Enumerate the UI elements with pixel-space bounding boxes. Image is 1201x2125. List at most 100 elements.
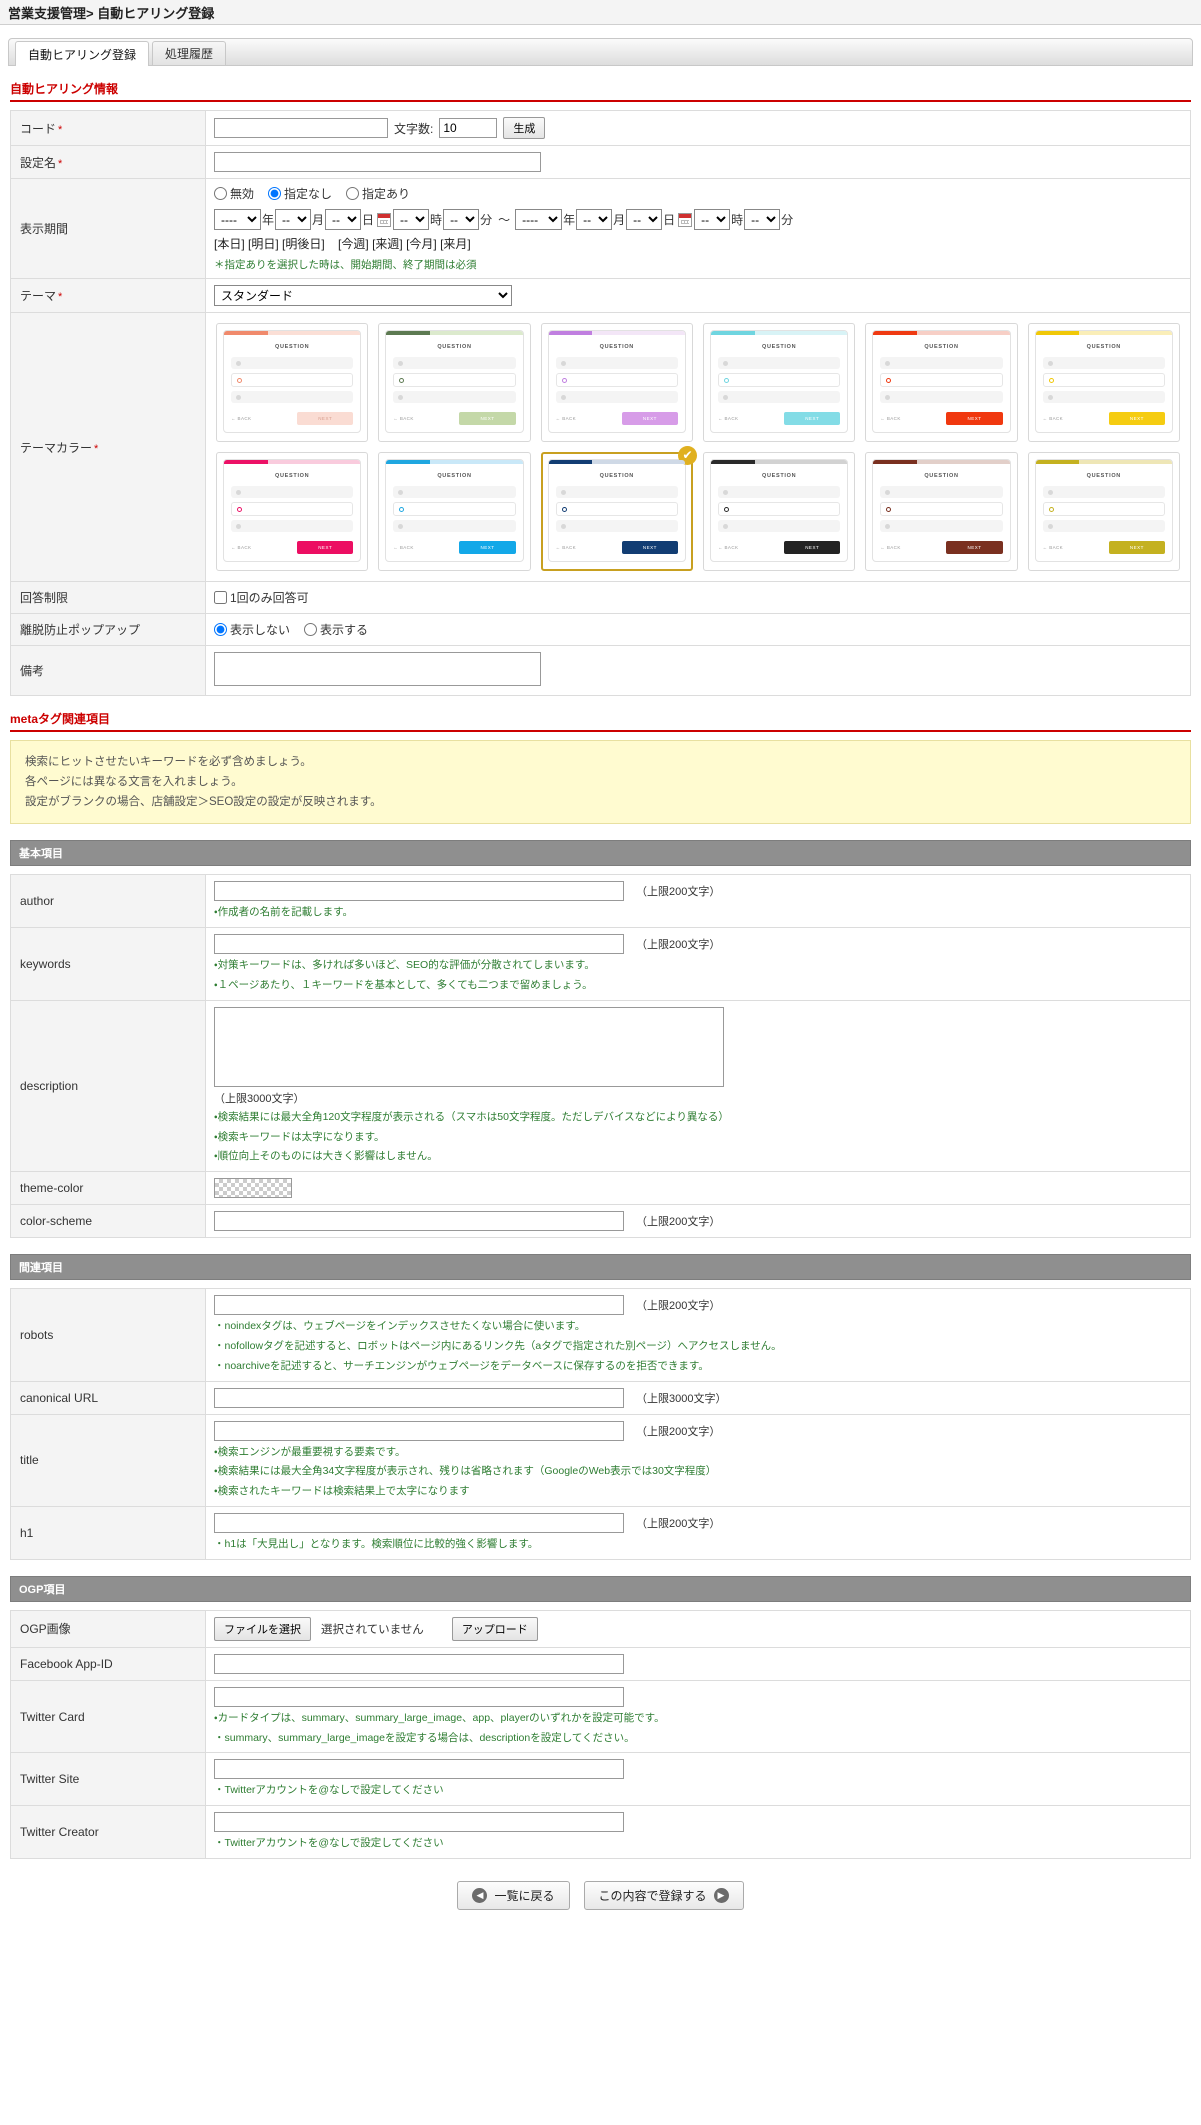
code-input[interactable] bbox=[214, 118, 388, 138]
progress-bar bbox=[873, 331, 1010, 335]
field-hint: ・カードタイプは、summary、summary_large_image、app… bbox=[214, 1711, 665, 1724]
end-hour-select[interactable]: -- bbox=[694, 209, 731, 230]
quicklink-day-after-tomorrow[interactable]: [明後日] bbox=[282, 237, 325, 251]
canonical URL-input[interactable] bbox=[214, 1387, 624, 1408]
preview-option bbox=[555, 486, 678, 498]
theme-color-swatch-8[interactable]: ✔ QUESTION ← BACK NEXT bbox=[540, 446, 697, 571]
meta-notice-box: 検索にヒットさせたいキーワードを必ず含めましょう。 各ページには異なる文言を入れ… bbox=[10, 740, 1191, 825]
radio-label: 無効 bbox=[230, 187, 255, 201]
theme-color-swatch-9[interactable]: QUESTION ← BACK NEXT bbox=[702, 452, 856, 571]
remarks-textarea[interactable] bbox=[214, 652, 541, 686]
theme-color-swatch-4[interactable]: QUESTION ← BACK NEXT bbox=[865, 323, 1018, 442]
start-year-select[interactable]: ---- bbox=[214, 209, 261, 230]
table-row-ogp-0: Facebook App-ID bbox=[10, 1646, 1191, 1681]
preview-option bbox=[393, 486, 516, 498]
keywords-input[interactable] bbox=[214, 934, 624, 955]
Twitter Card-input[interactable] bbox=[214, 1686, 624, 1707]
subsection-basic-items: 基本項目 bbox=[10, 840, 1191, 867]
calendar-icon[interactable] bbox=[377, 212, 392, 227]
tabstrip-wrapper: 自動ヒアリング登録 処理履歴 bbox=[0, 25, 1201, 66]
radio-input[interactable] bbox=[268, 187, 282, 200]
radio-period-disabled[interactable]: 無効 bbox=[214, 185, 254, 202]
theme-color-swatch-0[interactable]: QUESTION ← BACK NEXT bbox=[216, 323, 369, 442]
h1-input[interactable] bbox=[214, 1512, 624, 1533]
preview-next-button: NEXT bbox=[1108, 541, 1165, 554]
quicklink-today[interactable]: [本日] bbox=[214, 237, 245, 251]
char-count-input[interactable] bbox=[439, 118, 498, 138]
field-hint: ・作成者の名前を記載します。 bbox=[214, 906, 354, 919]
theme-preview: QUESTION ← BACK NEXT bbox=[547, 459, 686, 562]
author-input[interactable] bbox=[214, 881, 624, 902]
upload-button[interactable]: アップロード bbox=[451, 1616, 538, 1641]
radio-popup-show[interactable]: 表示する bbox=[304, 621, 368, 638]
quicklink-tomorrow[interactable]: [明日] bbox=[248, 237, 279, 251]
setting-name-input[interactable] bbox=[214, 152, 541, 172]
start-day-select[interactable]: -- bbox=[325, 209, 362, 230]
checkbox-input[interactable] bbox=[214, 591, 227, 604]
radio-input[interactable] bbox=[304, 623, 318, 636]
progress-bar bbox=[710, 331, 848, 335]
theme-color-swatch-10[interactable]: QUESTION ← BACK NEXT bbox=[865, 452, 1018, 571]
tab-hearing-register[interactable]: 自動ヒアリング登録 bbox=[15, 41, 150, 66]
radio-input[interactable] bbox=[214, 623, 227, 636]
end-day-select[interactable]: -- bbox=[626, 209, 663, 230]
theme-color-swatch-2[interactable]: QUESTION ← BACK NEXT bbox=[540, 323, 693, 442]
radio-period-specified[interactable]: 指定あり bbox=[346, 185, 410, 202]
Twitter Creator-input[interactable] bbox=[214, 1812, 624, 1833]
theme-color-color-picker[interactable] bbox=[214, 1178, 292, 1199]
preview-question-title: QUESTION bbox=[1086, 473, 1121, 479]
preview-next-button: NEXT bbox=[946, 412, 1003, 425]
start-minute-select[interactable]: -- bbox=[443, 209, 480, 230]
preview-option-selected bbox=[880, 373, 1003, 387]
checkbox-answer-once[interactable]: 1回のみ回答可 bbox=[214, 589, 1182, 606]
Twitter Site-input[interactable] bbox=[214, 1759, 624, 1780]
theme-color-swatch-6[interactable]: QUESTION ← BACK NEXT bbox=[216, 452, 369, 571]
end-month-select[interactable]: -- bbox=[576, 209, 613, 230]
theme-color-swatch-1[interactable]: QUESTION ← BACK NEXT bbox=[378, 323, 531, 442]
calendar-icon[interactable] bbox=[678, 212, 693, 227]
title-input[interactable] bbox=[214, 1420, 624, 1441]
theme-select[interactable]: スタンダード bbox=[214, 285, 512, 306]
start-month-select[interactable]: -- bbox=[275, 209, 312, 230]
quicklink-next-week[interactable]: [来週] bbox=[372, 237, 403, 251]
checkbox-label: 1回のみ回答可 bbox=[230, 591, 309, 605]
quicklink-next-month[interactable]: [来月] bbox=[440, 237, 471, 251]
back-to-list-button[interactable]: ◀ 一覧に戻る bbox=[457, 1880, 570, 1910]
color-scheme-input[interactable] bbox=[214, 1211, 624, 1232]
theme-color-swatch-11[interactable]: QUESTION ← BACK NEXT bbox=[1027, 452, 1180, 571]
preview-option bbox=[231, 486, 354, 498]
tab-process-history[interactable]: 処理履歴 bbox=[152, 41, 227, 65]
label-ogp-1: Twitter Card bbox=[10, 1679, 206, 1754]
theme-color-swatch-3[interactable]: QUESTION ← BACK NEXT bbox=[702, 323, 856, 442]
section-heading-hearing-info: 自動ヒアリング情報 bbox=[10, 80, 1191, 102]
theme-preview: QUESTION ← BACK NEXT bbox=[547, 330, 686, 433]
quicklink-this-month[interactable]: [今月] bbox=[406, 237, 437, 251]
preview-option bbox=[717, 357, 841, 369]
radio-period-unspecified[interactable]: 指定なし bbox=[268, 185, 332, 202]
field-hint: ・Twitterアカウントを@なしで設定してください bbox=[214, 1837, 444, 1850]
end-minute-select[interactable]: -- bbox=[744, 209, 781, 230]
submit-register-button[interactable]: この内容で登録する ▶ bbox=[583, 1880, 744, 1910]
quicklink-this-week[interactable]: [今週] bbox=[338, 237, 369, 251]
label-display-period: 表示期間 bbox=[10, 178, 206, 279]
preview-question-title: QUESTION bbox=[761, 473, 797, 479]
preview-option-selected bbox=[231, 373, 354, 387]
generate-button[interactable]: 生成 bbox=[503, 117, 546, 139]
radio-popup-hide[interactable]: 表示しない bbox=[214, 621, 290, 638]
preview-option bbox=[393, 391, 516, 403]
theme-color-swatch-7[interactable]: QUESTION ← BACK NEXT bbox=[378, 452, 531, 571]
start-hour-select[interactable]: -- bbox=[393, 209, 430, 230]
selected-file-name: 選択されていません bbox=[321, 1623, 424, 1636]
radio-input[interactable] bbox=[214, 187, 227, 200]
preview-back-label: ← BACK bbox=[1042, 416, 1064, 421]
preview-footer: ← BACK NEXT bbox=[393, 412, 516, 425]
preview-back-label: ← BACK bbox=[555, 416, 577, 421]
label-basic-0: author bbox=[10, 874, 206, 929]
Facebook App-ID-input[interactable] bbox=[214, 1653, 624, 1674]
robots-input[interactable] bbox=[214, 1295, 624, 1316]
description-textarea[interactable] bbox=[214, 1006, 724, 1087]
choose-file-button[interactable]: ファイルを選択 bbox=[214, 1616, 311, 1641]
theme-color-swatch-5[interactable]: QUESTION ← BACK NEXT bbox=[1027, 323, 1180, 442]
end-year-select[interactable]: ---- bbox=[515, 209, 563, 230]
radio-input[interactable] bbox=[346, 187, 360, 200]
